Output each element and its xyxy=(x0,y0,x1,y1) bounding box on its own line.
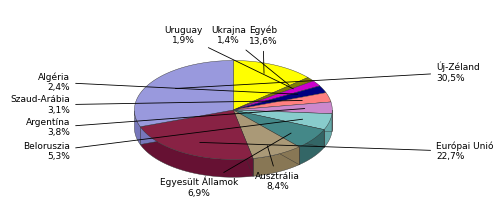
Polygon shape xyxy=(233,110,299,165)
Polygon shape xyxy=(233,110,324,147)
Polygon shape xyxy=(135,60,233,127)
Text: Beloruszia
5,3%: Beloruszia 5,3% xyxy=(23,119,302,161)
Text: Egyéb
13,6%: Egyéb 13,6% xyxy=(248,26,277,74)
Polygon shape xyxy=(324,114,332,147)
Polygon shape xyxy=(233,110,299,165)
Polygon shape xyxy=(233,102,332,114)
Polygon shape xyxy=(233,60,308,110)
Text: Európai Unió
22,7%: Európai Unió 22,7% xyxy=(200,141,493,161)
Text: Uruguay
1,9%: Uruguay 1,9% xyxy=(165,26,293,89)
Polygon shape xyxy=(299,130,324,165)
Text: Ukrajna
1,4%: Ukrajna 1,4% xyxy=(211,26,289,85)
Polygon shape xyxy=(233,86,326,110)
Polygon shape xyxy=(233,93,331,110)
Text: Új-Zéland
30,5%: Új-Zéland 30,5% xyxy=(175,62,480,89)
Polygon shape xyxy=(233,110,253,176)
Polygon shape xyxy=(233,110,324,147)
Polygon shape xyxy=(233,110,332,132)
Polygon shape xyxy=(135,111,140,144)
Polygon shape xyxy=(233,110,332,132)
Polygon shape xyxy=(140,110,253,160)
Polygon shape xyxy=(140,127,253,177)
Polygon shape xyxy=(233,110,299,158)
Polygon shape xyxy=(233,81,320,110)
Text: Szaud-Arábia
3,1%: Szaud-Arábia 3,1% xyxy=(11,95,302,115)
Text: Algéria
2,4%: Algéria 2,4% xyxy=(38,72,298,94)
Polygon shape xyxy=(233,110,253,176)
Polygon shape xyxy=(233,110,324,147)
Polygon shape xyxy=(140,110,233,144)
Text: Egyesült Államok
6,9%: Egyesült Államok 6,9% xyxy=(160,133,291,198)
Polygon shape xyxy=(253,147,299,176)
Text: Argentína
3,8%: Argentína 3,8% xyxy=(26,109,305,137)
Polygon shape xyxy=(233,77,313,110)
Polygon shape xyxy=(140,110,233,144)
Text: Ausztrália
8,4%: Ausztrália 8,4% xyxy=(256,146,300,191)
Polygon shape xyxy=(233,110,332,130)
